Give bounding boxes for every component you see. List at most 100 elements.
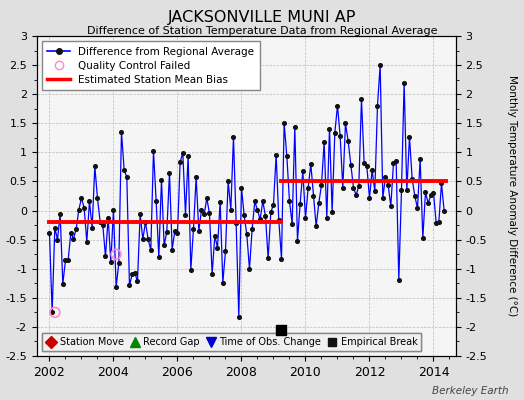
Point — [318, 182, 326, 188]
Point — [416, 156, 424, 163]
Point — [91, 163, 99, 170]
Point — [104, 215, 112, 221]
Point — [389, 160, 398, 167]
Point — [256, 216, 264, 222]
Legend: Station Move, Record Gap, Time of Obs. Change, Empirical Break: Station Move, Record Gap, Time of Obs. C… — [41, 333, 421, 351]
Point — [253, 207, 261, 214]
Point — [208, 271, 216, 277]
Point — [328, 208, 336, 215]
Point — [438, 180, 446, 186]
Point — [51, 309, 59, 316]
Point — [323, 214, 331, 221]
Point — [141, 219, 150, 226]
Point — [440, 208, 449, 214]
Y-axis label: Monthly Temperature Anomaly Difference (°C): Monthly Temperature Anomaly Difference (… — [507, 75, 517, 317]
Point — [123, 174, 131, 180]
Point — [434, 219, 443, 226]
Point — [352, 192, 361, 198]
Point — [400, 79, 408, 86]
Point — [45, 230, 53, 236]
Point — [421, 189, 430, 196]
Point — [224, 178, 232, 184]
Point — [312, 223, 320, 230]
Point — [264, 255, 272, 262]
Point — [304, 185, 312, 191]
Point — [152, 198, 160, 204]
Point — [245, 266, 254, 272]
Point — [387, 203, 395, 209]
Point — [293, 238, 302, 244]
Point — [280, 120, 288, 126]
Point — [235, 314, 243, 320]
Point — [432, 220, 440, 226]
Point — [230, 134, 238, 140]
Point — [171, 228, 179, 234]
Point — [144, 236, 152, 242]
Point — [232, 220, 241, 227]
Point — [301, 215, 310, 221]
Point — [149, 148, 158, 154]
Point — [168, 246, 177, 253]
Point — [51, 224, 59, 231]
Point — [291, 124, 299, 131]
Point — [53, 236, 62, 243]
Point — [336, 133, 344, 139]
Point — [181, 211, 190, 218]
Point — [309, 192, 318, 199]
Point — [333, 102, 342, 109]
Point — [88, 225, 96, 231]
Point — [74, 206, 83, 213]
Point — [381, 174, 390, 180]
Point — [226, 206, 235, 213]
Point — [112, 251, 120, 257]
Point — [61, 257, 70, 264]
Text: JACKSONVILLE MUNI AP: JACKSONVILLE MUNI AP — [168, 10, 356, 25]
Point — [411, 193, 419, 199]
Point — [128, 271, 136, 278]
Point — [64, 257, 72, 263]
Point — [216, 198, 224, 205]
Point — [130, 270, 139, 276]
Point — [198, 207, 206, 214]
Point — [136, 211, 144, 218]
Point — [339, 185, 347, 191]
Point — [277, 327, 286, 333]
Point — [360, 160, 368, 167]
Point — [395, 277, 403, 283]
Point — [250, 198, 259, 204]
Point — [203, 195, 211, 202]
Point — [155, 254, 163, 260]
Point — [299, 168, 307, 175]
Point — [162, 228, 171, 235]
Point — [112, 284, 121, 290]
Point — [194, 228, 203, 234]
Point — [147, 247, 155, 253]
Point — [221, 248, 230, 254]
Point — [101, 253, 110, 260]
Point — [397, 187, 406, 193]
Text: Difference of Station Temperature Data from Regional Average: Difference of Station Temperature Data f… — [87, 26, 437, 36]
Point — [288, 220, 297, 227]
Point — [357, 96, 366, 102]
Point — [259, 198, 267, 204]
Point — [269, 202, 278, 208]
Point — [427, 192, 435, 198]
Point — [275, 217, 283, 224]
Point — [205, 210, 214, 217]
Text: Berkeley Earth: Berkeley Earth — [432, 386, 508, 396]
Point — [314, 200, 323, 206]
Point — [96, 218, 104, 225]
Point — [272, 152, 280, 158]
Point — [429, 189, 438, 196]
Point — [184, 153, 192, 159]
Point — [296, 200, 304, 207]
Point — [59, 280, 67, 287]
Point — [243, 231, 251, 238]
Point — [176, 158, 184, 165]
Point — [157, 176, 166, 183]
Point — [282, 152, 291, 159]
Point — [285, 198, 293, 204]
Point — [219, 280, 227, 286]
Point — [139, 236, 147, 242]
Point — [267, 209, 275, 216]
